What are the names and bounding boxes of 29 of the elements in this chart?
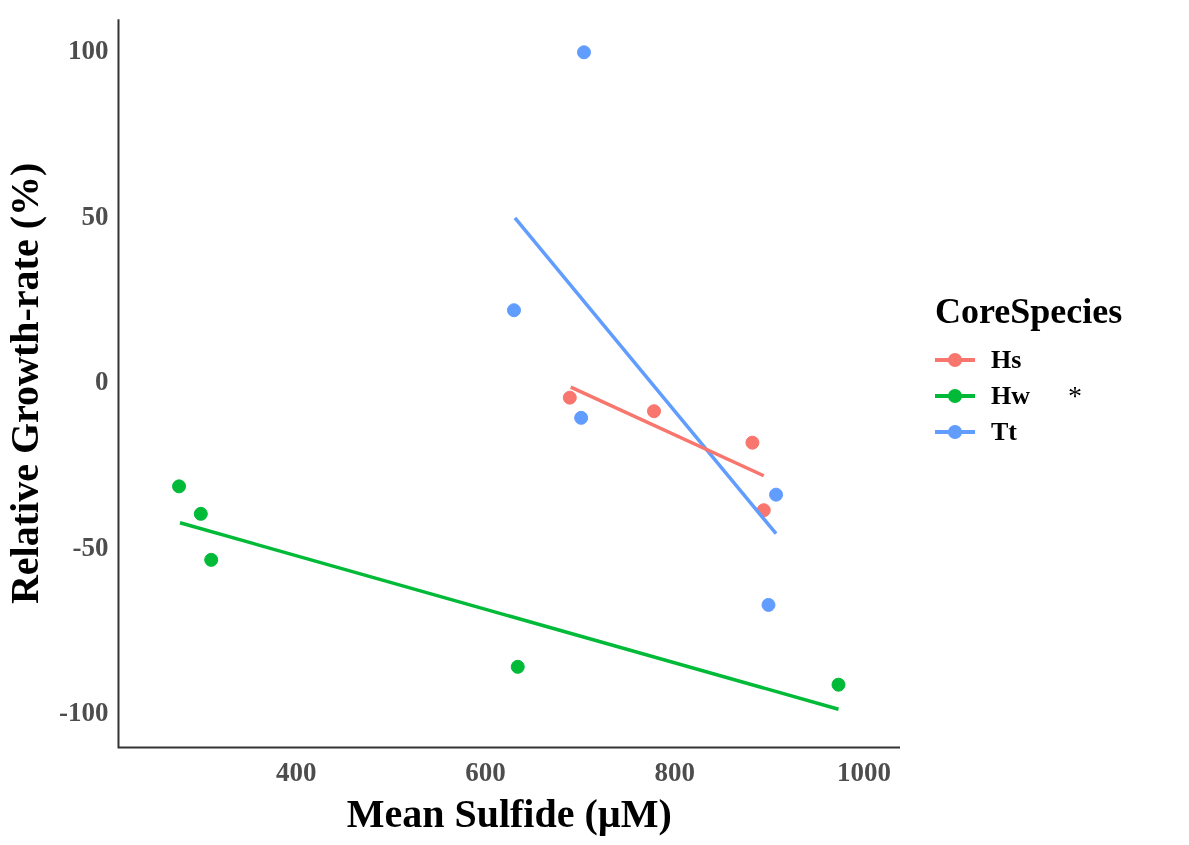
x-tick-label: 600 bbox=[465, 756, 506, 787]
legend-label: Tt bbox=[991, 417, 1017, 447]
point bbox=[761, 597, 776, 612]
x-tick-label: 400 bbox=[276, 756, 317, 787]
y-tick-label: -50 bbox=[72, 531, 109, 562]
y-tick-label: -100 bbox=[58, 697, 109, 728]
point bbox=[745, 435, 760, 450]
point bbox=[562, 390, 577, 405]
point bbox=[769, 487, 784, 502]
x-tick-label: 1000 bbox=[837, 756, 892, 787]
text: * bbox=[1068, 380, 1082, 412]
point bbox=[574, 410, 589, 425]
point bbox=[506, 303, 521, 318]
legend-title: CoreSpecies bbox=[935, 290, 1123, 332]
y-axis-title: Relative Growth-rate (%) bbox=[2, 162, 48, 605]
point bbox=[647, 404, 661, 419]
point bbox=[172, 479, 187, 494]
point bbox=[193, 506, 208, 521]
legend-label: Hs bbox=[991, 345, 1022, 375]
y-tick-label: 50 bbox=[81, 200, 109, 231]
x-axis-title: Mean Sulfide (µM) bbox=[346, 791, 672, 837]
point bbox=[576, 45, 591, 60]
point bbox=[831, 677, 846, 692]
point bbox=[510, 659, 525, 674]
y-tick-label: 100 bbox=[67, 35, 109, 66]
y-tick-label: 0 bbox=[94, 366, 109, 397]
legend-label: Hw bbox=[991, 381, 1030, 411]
point bbox=[204, 552, 219, 567]
x-tick-label: 800 bbox=[654, 756, 696, 787]
